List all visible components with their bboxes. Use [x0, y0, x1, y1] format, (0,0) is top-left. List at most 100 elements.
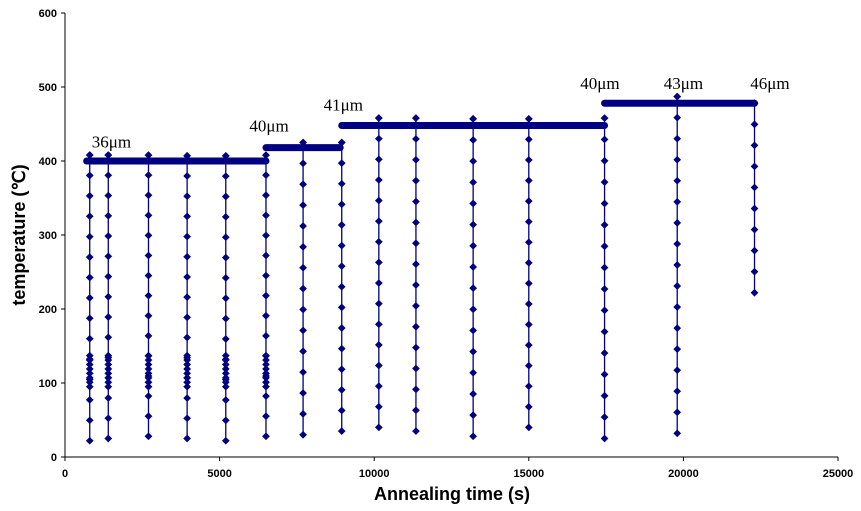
data-point	[469, 136, 478, 144]
data-point	[673, 303, 682, 312]
data-point	[183, 382, 192, 391]
data-point	[600, 220, 609, 229]
data-point	[374, 175, 383, 184]
data-point	[469, 114, 478, 123]
data-point	[299, 284, 308, 293]
data-point	[673, 218, 682, 227]
data-point	[221, 335, 230, 343]
data-point	[600, 285, 609, 293]
data-point	[524, 114, 533, 123]
data-point	[524, 382, 533, 391]
data-point	[411, 427, 420, 436]
data-point	[183, 232, 192, 241]
data-point	[469, 326, 478, 335]
data-point	[600, 434, 609, 443]
data-point	[337, 427, 346, 436]
thickness-label: 40μm	[249, 116, 288, 135]
data-point	[85, 293, 94, 302]
data-point	[85, 395, 94, 404]
data-point	[600, 242, 609, 251]
data-point	[411, 260, 420, 269]
data-point	[337, 159, 346, 168]
data-point	[262, 412, 270, 421]
data-point	[337, 138, 346, 147]
data-point	[600, 199, 609, 208]
data-point	[337, 344, 346, 353]
data-point	[673, 324, 682, 333]
data-point	[299, 180, 308, 189]
data-point	[144, 291, 153, 300]
data-point	[85, 314, 94, 323]
data-point	[183, 293, 192, 302]
data-point	[750, 99, 759, 108]
data-point	[262, 311, 270, 320]
data-point	[104, 360, 113, 369]
data-point	[104, 414, 113, 423]
data-point	[183, 360, 192, 369]
data-point	[183, 273, 192, 281]
data-point	[524, 176, 533, 185]
x-axis-title: Annealing time (s)	[374, 484, 530, 504]
data-point	[221, 233, 230, 242]
data-point	[104, 232, 113, 241]
data-point	[221, 172, 230, 181]
data-point	[85, 191, 94, 200]
data-point	[337, 262, 346, 271]
data-point	[85, 356, 94, 365]
data-point	[262, 351, 270, 360]
data-point	[183, 351, 192, 360]
data-point	[750, 162, 759, 171]
data-point	[750, 183, 759, 192]
y-tick-label: 300	[39, 230, 57, 242]
data-point	[144, 271, 153, 280]
data-point	[183, 394, 192, 403]
data-point	[221, 373, 230, 382]
data-point	[524, 238, 533, 247]
data-point	[524, 197, 533, 206]
data-point	[104, 191, 113, 200]
data-point	[337, 324, 346, 332]
data-point	[337, 241, 346, 250]
data-point	[104, 394, 113, 402]
data-point	[262, 392, 270, 401]
x-tick-label: 15000	[514, 468, 545, 480]
data-point	[337, 406, 346, 415]
data-point	[104, 292, 113, 301]
thickness-label: 46μm	[750, 74, 789, 93]
data-point	[600, 306, 609, 315]
data-point	[337, 200, 346, 209]
data-point	[221, 356, 230, 365]
data-point	[600, 349, 609, 358]
data-point	[411, 176, 420, 185]
data-point	[299, 430, 308, 439]
data-point	[183, 252, 192, 261]
data-point	[600, 391, 609, 400]
data-point	[262, 231, 270, 240]
data-point	[144, 231, 153, 240]
data-point	[299, 347, 308, 356]
data-point	[469, 178, 478, 187]
data-point	[469, 389, 478, 398]
data-point	[144, 251, 153, 260]
data-point	[221, 351, 230, 360]
data-point	[144, 211, 153, 220]
data-point	[262, 151, 270, 160]
data-point	[524, 135, 533, 144]
data-point	[144, 331, 153, 340]
data-point	[411, 343, 420, 352]
thickness-label: 36μm	[92, 133, 131, 152]
data-point	[469, 411, 478, 420]
data-point	[524, 217, 533, 226]
data-point	[469, 157, 478, 166]
y-axis-ticks: 0 100 200 300 400 500 600	[39, 8, 65, 464]
y-tick-label: 500	[39, 82, 57, 94]
data-point	[104, 434, 113, 443]
data-point	[600, 178, 609, 187]
data-point	[262, 331, 270, 340]
data-point	[299, 389, 308, 397]
y-tick-label: 0	[51, 452, 57, 464]
data-point	[183, 212, 192, 221]
data-point	[183, 192, 192, 201]
data-point	[469, 305, 478, 314]
